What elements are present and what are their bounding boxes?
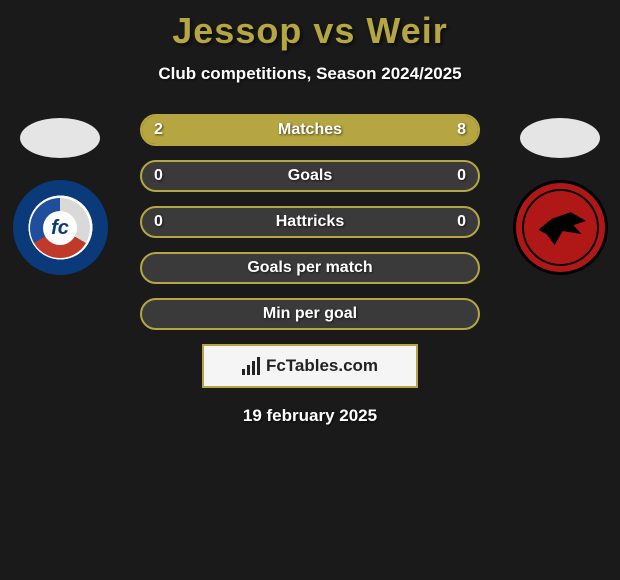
stat-value-left: 2: [142, 116, 175, 144]
stat-value-left: 0: [142, 208, 175, 236]
stat-fill-right: [209, 116, 478, 144]
stat-label: Hattricks: [276, 213, 344, 231]
stat-value-right: [454, 254, 478, 282]
bars-icon: [242, 357, 260, 375]
player-right: [500, 118, 620, 275]
player-silhouette-icon: [520, 118, 600, 158]
stat-value-right: 0: [445, 208, 478, 236]
stats-panel: 2 Matches 8 0 Goals 0 0 Hattricks 0 Goal…: [140, 114, 480, 330]
stat-value-left: 0: [142, 162, 175, 190]
club-badge-left: fc: [13, 180, 108, 275]
brand-attribution: FcTables.com: [202, 344, 418, 388]
swift-icon: [533, 206, 587, 250]
stat-label: Matches: [278, 121, 342, 139]
stat-label: Goals: [288, 167, 332, 185]
stat-label: Goals per match: [247, 259, 372, 277]
stat-value-right: 0: [445, 162, 478, 190]
stat-value-right: 8: [445, 116, 478, 144]
stat-row-matches: 2 Matches 8: [140, 114, 480, 146]
stat-row-goals: 0 Goals 0: [140, 160, 480, 192]
stat-row-hattricks: 0 Hattricks 0: [140, 206, 480, 238]
stat-value-left: [142, 300, 166, 328]
stat-row-goals-per-match: Goals per match: [140, 252, 480, 284]
stat-value-left: [142, 254, 166, 282]
comparison-date: 19 february 2025: [0, 406, 620, 426]
page-title: Jessop vs Weir: [0, 0, 620, 52]
stat-row-min-per-goal: Min per goal: [140, 298, 480, 330]
player-left: fc: [0, 118, 120, 275]
badge-monogram: fc: [43, 211, 77, 245]
club-badge-right: [513, 180, 608, 275]
player-silhouette-icon: [20, 118, 100, 158]
stat-value-right: [454, 300, 478, 328]
badge-inner: fc: [30, 198, 90, 258]
page-subtitle: Club competitions, Season 2024/2025: [0, 64, 620, 84]
brand-label: FcTables.com: [266, 356, 378, 376]
stat-label: Min per goal: [263, 305, 357, 323]
